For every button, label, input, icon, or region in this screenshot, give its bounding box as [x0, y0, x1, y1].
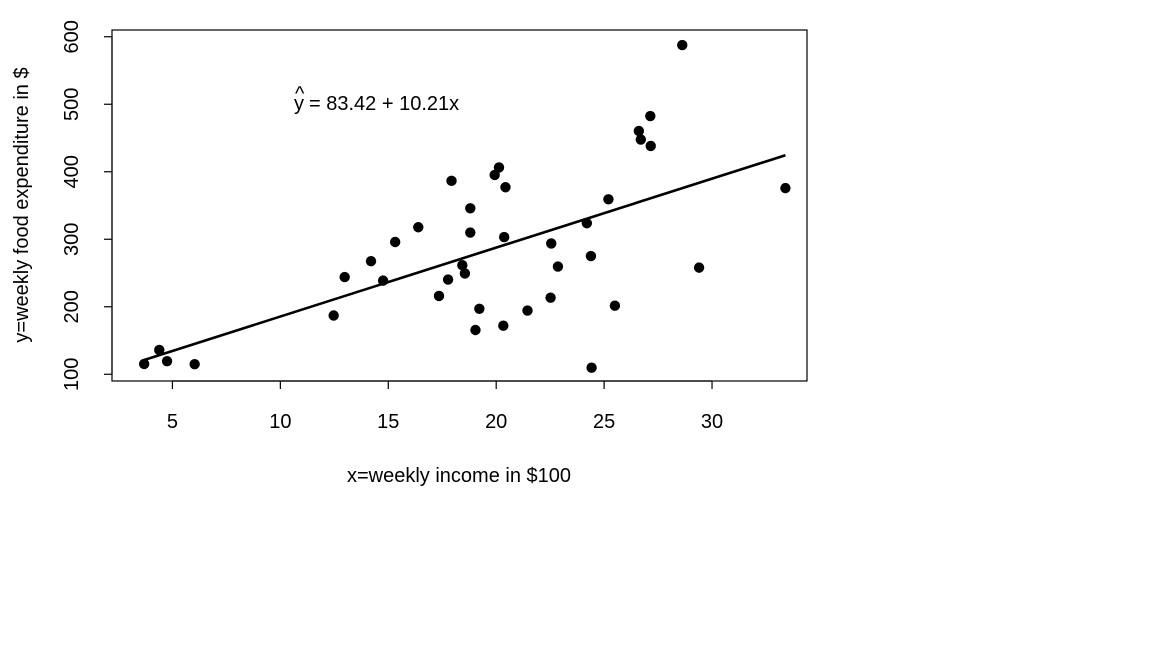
plot-frame	[111, 29, 808, 382]
data-point	[457, 260, 468, 271]
x-tick-label: 25	[593, 411, 615, 433]
x-tick-label: 15	[377, 411, 399, 433]
data-point	[581, 218, 593, 229]
data-point	[389, 236, 401, 248]
data-point	[545, 292, 556, 303]
data-point	[498, 320, 509, 331]
data-point	[552, 261, 564, 272]
y-axis: 100 200 300 400 500 600	[61, 20, 113, 391]
data-point	[154, 344, 165, 356]
data-point	[433, 290, 445, 302]
data-point	[459, 268, 471, 279]
data-point	[645, 110, 656, 122]
data-point	[585, 250, 597, 262]
data-point	[645, 140, 656, 152]
data-point	[189, 358, 200, 370]
y-tick-label: 200	[61, 290, 83, 323]
data-point	[465, 227, 476, 238]
y-tick-label: 100	[61, 358, 83, 391]
y-tick-label: 600	[61, 20, 83, 53]
data-point	[677, 39, 688, 51]
data-point	[500, 182, 511, 193]
data-point	[413, 222, 424, 233]
data-point	[780, 182, 791, 194]
y-axis-title: y=weekly food expenditure in $	[11, 67, 33, 342]
x-tick-label: 20	[485, 411, 507, 433]
data-point	[365, 256, 377, 267]
equation-y: y	[294, 93, 304, 115]
x-tick-label: 10	[269, 411, 291, 433]
regression-line-group	[143, 154, 786, 362]
y-tick-label: 500	[61, 88, 83, 121]
data-point	[609, 300, 621, 311]
data-point	[633, 125, 645, 137]
data-points	[138, 39, 791, 373]
data-point	[693, 262, 705, 273]
data-point	[635, 134, 647, 145]
data-point	[546, 238, 557, 249]
data-point	[339, 271, 350, 283]
data-point	[474, 303, 485, 314]
data-point	[328, 310, 339, 321]
y-tick-label: 300	[61, 223, 83, 256]
regression-line	[143, 154, 786, 362]
data-point	[603, 194, 614, 205]
x-tick-label: 30	[701, 411, 723, 433]
equation-text: = 83.42 + 10.21x	[309, 93, 459, 115]
data-point	[138, 358, 150, 370]
x-axis: 5 10 15 20 25 30	[167, 380, 723, 433]
data-point	[470, 324, 481, 336]
x-axis-title: x=weekly income in $100	[347, 465, 571, 487]
data-point	[522, 305, 533, 316]
equation-hat: ^	[295, 83, 305, 105]
data-point	[377, 275, 389, 286]
data-point	[493, 162, 505, 173]
regression-equation: ^ y = 83.42 + 10.21x	[294, 83, 459, 115]
data-point	[446, 175, 457, 187]
data-point	[465, 203, 476, 214]
data-point	[498, 231, 510, 243]
data-point	[161, 355, 173, 367]
data-point	[442, 274, 454, 285]
y-tick-label: 400	[61, 155, 83, 188]
data-point	[586, 362, 597, 373]
x-tick-label: 5	[167, 411, 178, 433]
